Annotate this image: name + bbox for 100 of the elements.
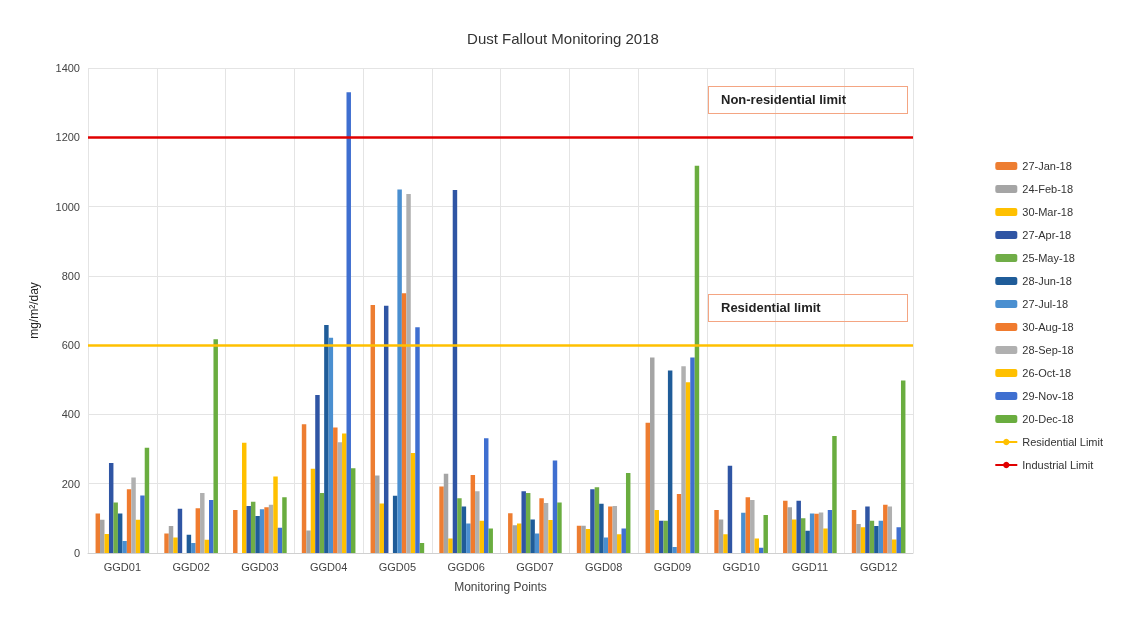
bar — [521, 491, 526, 553]
bar — [375, 475, 380, 553]
bar — [805, 530, 810, 553]
bar — [512, 525, 517, 553]
bar — [718, 519, 724, 553]
x-tick-label: GGD02 — [172, 560, 210, 573]
bar — [856, 523, 861, 553]
bar — [324, 325, 329, 553]
x-tick-label: GGD08 — [584, 560, 623, 573]
legend-label: 29-Nov-18 — [1022, 390, 1074, 402]
bar — [173, 537, 178, 553]
bar — [892, 539, 897, 553]
bar — [333, 427, 338, 553]
x-tick-label: GGD01 — [103, 560, 142, 573]
bar — [650, 357, 655, 553]
bar — [621, 528, 626, 553]
bar — [350, 468, 356, 553]
legend-label: 24-Feb-18 — [1022, 183, 1074, 195]
y-axis-title: mg/m²/day — [27, 282, 41, 339]
legend-label: 30-Aug-18 — [1022, 321, 1074, 333]
y-tick-label: 1400 — [55, 62, 80, 74]
bar — [827, 510, 833, 553]
annotation: Residential limit — [708, 294, 908, 323]
bar — [379, 503, 384, 553]
bar — [860, 527, 866, 553]
bar — [590, 489, 595, 553]
bar — [667, 370, 673, 553]
bar — [543, 503, 549, 553]
bar — [874, 525, 879, 553]
bar — [337, 442, 343, 553]
bar — [883, 504, 888, 553]
x-tick-label: GGD11 — [791, 560, 829, 573]
bar — [608, 506, 613, 553]
legend-label: 27-Jul-18 — [1022, 298, 1069, 310]
bar — [100, 519, 105, 553]
bar — [676, 494, 682, 553]
bar — [164, 533, 169, 553]
bar — [415, 327, 420, 553]
x-tick-label: GGD12 — [859, 560, 898, 573]
x-axis-title: Monitoring Points — [454, 580, 547, 594]
bar — [832, 435, 837, 553]
legend-label: 28-Jun-18 — [1022, 275, 1072, 287]
bar — [530, 519, 535, 553]
bar — [466, 523, 471, 553]
bar — [200, 493, 205, 553]
legend-label: 27-Apr-18 — [1022, 229, 1072, 241]
bar — [603, 537, 609, 553]
bar — [273, 476, 278, 553]
bar — [131, 477, 136, 553]
bar — [439, 486, 444, 553]
x-tick-label: GGD06 — [447, 560, 485, 573]
bar — [823, 528, 828, 553]
bar — [672, 547, 677, 553]
bar — [787, 507, 792, 553]
bar — [818, 512, 824, 553]
x-tick-label: GGD09 — [653, 560, 692, 573]
y-tick-label: 1200 — [55, 131, 80, 144]
bar — [259, 509, 265, 553]
chart-title: Dust Fallout Monitoring 2018 — [467, 30, 659, 47]
bar — [900, 380, 906, 553]
y-tick-label: 200 — [61, 477, 80, 490]
bar — [191, 542, 196, 553]
x-tick-label: GGD07 — [516, 560, 554, 573]
bar — [264, 507, 269, 553]
x-tick-label: GGD03 — [241, 560, 279, 573]
bar — [508, 513, 513, 553]
bar — [594, 487, 600, 553]
bar — [783, 500, 788, 553]
bar — [306, 530, 311, 553]
bar — [851, 510, 857, 553]
legend-label: 28-Sep-18 — [1022, 344, 1074, 356]
legend-label: 20-Dec-18 — [1022, 413, 1074, 425]
bar — [195, 508, 201, 553]
bar — [255, 515, 260, 553]
bar — [122, 540, 127, 553]
legend-label: Industrial Limit — [1022, 459, 1094, 471]
bar — [814, 513, 819, 553]
bar — [457, 498, 462, 553]
bar — [448, 538, 453, 553]
bar — [754, 538, 759, 553]
bar — [397, 189, 402, 553]
bar — [896, 527, 901, 553]
legend-label: 25-May-18 — [1022, 252, 1075, 264]
bar — [539, 498, 544, 553]
y-tick-label: 400 — [61, 408, 80, 421]
x-tick-label: GGD05 — [378, 560, 417, 573]
bar — [685, 382, 691, 553]
legend-label: 26-Oct-18 — [1022, 367, 1072, 379]
bar — [342, 433, 347, 553]
bar — [140, 495, 145, 553]
annotation: Non-residential limit — [708, 86, 908, 115]
bar — [617, 534, 622, 553]
bar — [282, 497, 287, 553]
bar — [763, 514, 768, 553]
legend-label: 30-Mar-18 — [1022, 206, 1074, 218]
bar — [525, 493, 531, 553]
y-tick-label: 800 — [61, 269, 80, 282]
bar — [800, 518, 806, 553]
bar — [663, 520, 668, 553]
bar — [301, 424, 307, 553]
